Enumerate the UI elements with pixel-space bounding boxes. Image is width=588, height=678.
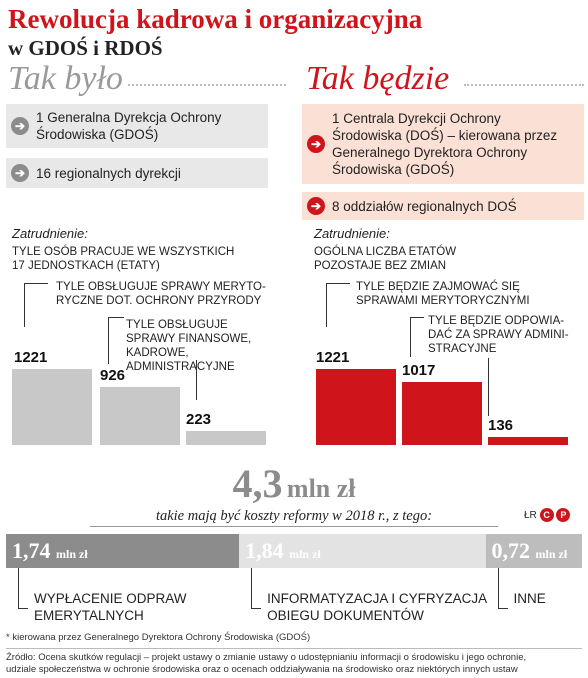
arrow-right-icon: ➔ xyxy=(307,135,325,153)
cost-segment-label-0: WYPŁACENIE ODPRAW EMERYTALNYCH xyxy=(34,591,187,623)
cost-leader-line xyxy=(497,568,499,608)
before-heading-rule xyxy=(128,84,286,86)
before-employment-label: Zatrudnienie: xyxy=(12,226,88,241)
copyright-icon: C xyxy=(539,508,554,522)
credit: ŁR C P xyxy=(524,508,571,522)
cost-leader-line xyxy=(251,568,253,608)
after-bar-label-2: TYLE BĘDZIE ODPOWIA-DAĆ ZA SPRAWY ADMINI… xyxy=(428,314,578,356)
after-bar-value-0: 1221 xyxy=(316,349,350,366)
before-bar-label-2-text: TYLE OBSŁUGUJE SPRAWY FINANSOWE, KADROWE… xyxy=(126,319,252,373)
costs-total: 4,3 mln zł xyxy=(0,460,588,507)
leader-line xyxy=(410,317,411,357)
after-heading-rule xyxy=(464,84,584,86)
before-bar-label-2: TYLE OBSŁUGUJE SPRAWY FINANSOWE, KADROWE… xyxy=(126,318,276,374)
before-bar-value-1: 926 xyxy=(100,367,126,385)
leader-line xyxy=(326,283,350,284)
after-bar-label-1-text: TYLE BĘDZIE ZAJMOWAĆ SIĘ SPRAWAMI MERYTO… xyxy=(356,281,530,307)
leader-line xyxy=(326,283,327,327)
before-item-text: 1 Generalna Dyrekcja Ochrony Środowiska … xyxy=(36,110,222,142)
costs-caption: takie mają być koszty reformy w 2018 r.,… xyxy=(155,508,433,524)
after-bar-value-2: 136 xyxy=(488,416,514,434)
footer-divider xyxy=(6,648,582,649)
cost-segment-value-1: 1,84 mln zł xyxy=(245,538,321,563)
cost-segment-label-1: INFORMATYZACJA I CYFRYZACJA OBIEGU DOKUM… xyxy=(267,591,487,623)
after-bar-label-0-text: OGÓLNA LICZBA ETATÓW POZOSTAJE BEZ ZMIAN xyxy=(314,246,457,272)
leader-line xyxy=(24,283,48,284)
cost-segment-value-2: 0,72 mln zł xyxy=(491,538,568,563)
chart-title: Rewolucja kadrowa i organizacyjna xyxy=(8,4,423,34)
after-heading: Tak będzie xyxy=(306,60,450,97)
after-bar-label-2-text: TYLE BĘDZIE ODPOWIA-DAĆ ZA SPRAWY ADMINI… xyxy=(428,315,569,355)
after-bar-1 xyxy=(402,381,482,445)
before-bar-1 xyxy=(100,387,180,445)
cost-segment-label-2: INNE xyxy=(513,591,546,606)
after-bar-2 xyxy=(488,436,568,445)
after-employment-label: Zatrudnienie: xyxy=(314,226,390,241)
leader-line xyxy=(108,317,109,364)
cost-leader-line xyxy=(251,608,262,609)
after-item-text: 8 oddziałów regionalnych DOŚ xyxy=(332,198,517,214)
costs-total-value: 4,3 xyxy=(232,461,283,506)
before-bar-label-0: TYLE OSÓB PRACUJE WE WSZYSTKICH 17 JEDNO… xyxy=(12,245,242,273)
before-bar-label-0-text: TYLE OSÓB PRACUJE WE WSZYSTKICH 17 JEDNO… xyxy=(12,246,235,272)
after-bar-value-1: 1017 xyxy=(402,361,436,379)
source-line-2: udziale społeczeństwa w ochronie środowi… xyxy=(6,664,518,675)
after-bar-label-1: TYLE BĘDZIE ZAJMOWAĆ SIĘ SPRAWAMI MERYTO… xyxy=(356,280,556,308)
before-bar-label-1: TYLE OBSŁUGUJE SPRAWY MERYTO-RYCZNE DOT.… xyxy=(56,280,276,308)
before-bar-0 xyxy=(12,369,92,445)
before-bar-value-0: 1221 xyxy=(14,349,48,366)
cost-segment-2 xyxy=(485,534,582,568)
after-item-0: ➔ 1 Centrala Dyrekcji Ochrony Środowiska… xyxy=(302,104,584,184)
before-bar-value-2: 223 xyxy=(186,411,212,429)
costs-total-unit: mln zł xyxy=(286,474,356,503)
before-bar-label-1-text: TYLE OBSŁUGUJE SPRAWY MERYTO-RYCZNE DOT.… xyxy=(56,281,266,307)
leader-line xyxy=(410,317,424,318)
arrow-right-icon: ➔ xyxy=(307,197,325,215)
credit-text: ŁR xyxy=(524,510,537,521)
arrow-right-icon: ➔ xyxy=(11,164,29,182)
cost-leader-line xyxy=(497,608,508,609)
leader-line xyxy=(488,358,489,416)
leader-line xyxy=(24,283,25,327)
before-heading: Tak było xyxy=(8,60,123,97)
after-bar-0 xyxy=(316,369,396,445)
cost-leader-line xyxy=(18,608,28,609)
cost-segment-0 xyxy=(6,534,240,568)
before-item-text: 16 regionalnych dyrekcji xyxy=(36,165,181,181)
before-bar-2 xyxy=(186,431,266,445)
chart-subtitle: w GDOŚ i RDOŚ xyxy=(8,36,163,60)
footnote: * kierowana przez Generalnego Dyrektora … xyxy=(6,632,311,643)
after-item-1: ➔ 8 oddziałów regionalnych DOŚ xyxy=(302,192,584,220)
after-bar-label-0: OGÓLNA LICZBA ETATÓW POZOSTAJE BEZ ZMIAN xyxy=(314,245,514,273)
leader-line xyxy=(196,360,197,400)
cost-segment-1 xyxy=(239,534,486,568)
cost-leader-line xyxy=(18,568,19,608)
after-item-text: 1 Centrala Dyrekcji Ochrony Środowiska (… xyxy=(332,111,558,177)
leader-line xyxy=(108,317,124,318)
arrow-right-icon: ➔ xyxy=(11,117,29,135)
before-item-0: ➔ 1 Generalna Dyrekcja Ochrony Środowisk… xyxy=(6,104,268,148)
source-line-1: Źródło: Ocena skutków regulacji – projek… xyxy=(6,652,527,663)
publisher-p-icon: P xyxy=(556,508,571,522)
before-item-1: ➔ 16 regionalnych dyrekcji xyxy=(6,158,268,188)
caption-underline xyxy=(90,526,498,527)
cost-segment-value-0: 1,74 mln zł xyxy=(12,538,88,563)
